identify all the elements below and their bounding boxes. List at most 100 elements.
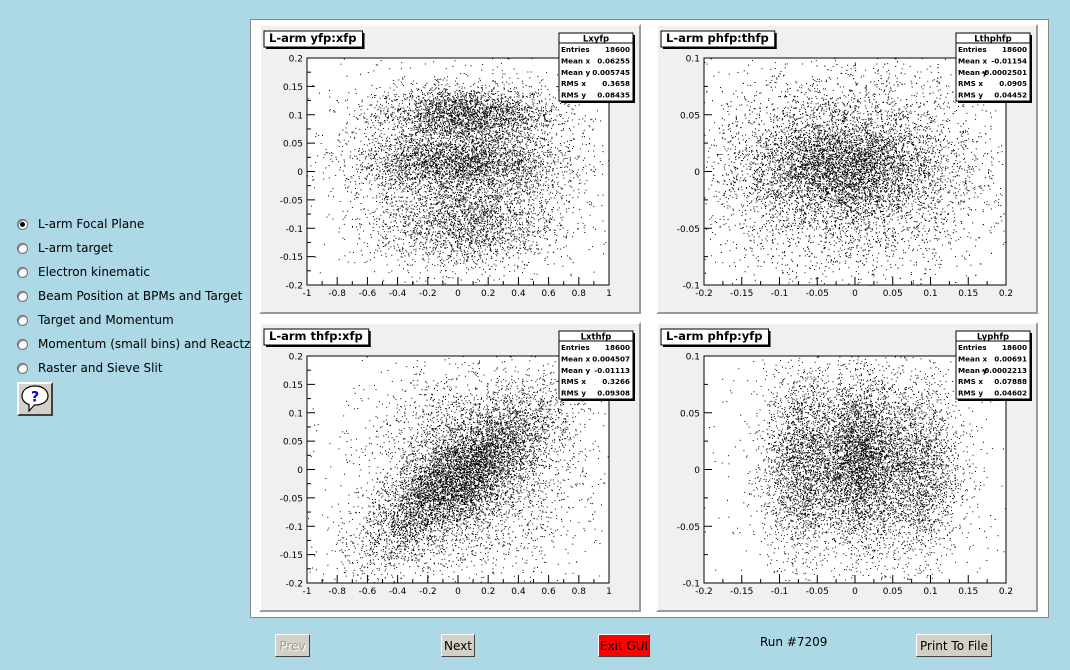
data-point (447, 114, 449, 115)
data-point (469, 138, 471, 140)
radio-button[interactable] (17, 266, 28, 278)
data-point (517, 186, 519, 188)
data-point (567, 166, 569, 168)
data-point (502, 171, 504, 173)
data-point (485, 136, 486, 138)
radio-button[interactable] (17, 338, 28, 350)
data-point (533, 134, 535, 136)
option-momentum-small-bins[interactable]: Momentum (small bins) and Reactz (17, 332, 250, 356)
data-point (468, 108, 470, 110)
data-point (371, 158, 372, 160)
data-point (491, 108, 492, 110)
radio-button[interactable] (17, 314, 28, 326)
data-point (458, 173, 459, 175)
data-point (448, 119, 450, 121)
option-electron-kinematic[interactable]: Electron kinematic (17, 260, 250, 284)
data-point (393, 129, 395, 131)
data-point (408, 147, 410, 149)
data-point (454, 169, 456, 171)
data-point (403, 145, 405, 147)
data-point (542, 170, 544, 172)
data-point (520, 160, 521, 162)
data-point (533, 162, 535, 164)
data-point (451, 115, 453, 117)
data-point (488, 172, 490, 174)
data-point (482, 141, 484, 143)
data-point (521, 158, 522, 160)
option-target-and-momentum[interactable]: Target and Momentum (17, 308, 250, 332)
data-point (429, 158, 431, 160)
data-point (510, 123, 512, 125)
data-point (425, 161, 427, 163)
data-point (439, 111, 441, 112)
data-point (455, 84, 457, 86)
data-point (381, 137, 383, 139)
option-beam-position[interactable]: Beam Position at BPMs and Target (17, 284, 250, 308)
data-point (435, 111, 437, 113)
data-point (387, 116, 389, 118)
data-point (512, 166, 513, 168)
data-point (346, 143, 348, 145)
data-point (426, 164, 428, 166)
data-point (436, 157, 438, 159)
data-point (479, 103, 481, 105)
option-l-arm-target[interactable]: L-arm target (17, 236, 250, 260)
data-point (509, 134, 511, 136)
data-point (502, 153, 504, 155)
data-point (462, 98, 464, 100)
data-point (446, 147, 448, 149)
data-point (504, 96, 506, 98)
data-point (499, 116, 501, 118)
data-point (490, 171, 492, 173)
data-point (525, 116, 527, 118)
data-point (464, 158, 466, 159)
data-point (466, 162, 468, 164)
data-point (490, 207, 492, 209)
radio-button[interactable] (17, 362, 28, 374)
data-point (417, 115, 419, 117)
data-point (405, 174, 407, 176)
option-raster-and-sieve-slit[interactable]: Raster and Sieve Slit (17, 356, 250, 380)
data-point (433, 147, 435, 149)
radio-button-selected[interactable] (17, 218, 28, 230)
help-button[interactable]: ? (17, 382, 53, 416)
data-point (432, 164, 434, 165)
data-point (440, 170, 442, 172)
radio-button[interactable] (17, 242, 28, 254)
data-point (516, 171, 518, 173)
data-point (398, 105, 400, 107)
data-point (323, 157, 325, 159)
data-point (475, 100, 476, 102)
data-point (435, 106, 437, 108)
data-point (469, 101, 471, 102)
data-point (556, 86, 558, 88)
data-point (475, 157, 477, 159)
radio-button[interactable] (17, 290, 28, 302)
data-point (569, 164, 571, 166)
data-point (420, 146, 422, 148)
data-point (487, 161, 489, 163)
data-point (522, 159, 524, 161)
data-point (406, 123, 408, 125)
data-point (507, 102, 509, 104)
data-point (505, 130, 507, 132)
data-point (467, 125, 469, 127)
plot-pad-yfp-xfp[interactable]: -1 -0.8 -0.6 -0.4 -0.2 0 0.2 0.4 0.6 0.8 1 -0.2 -0.1… (259, 24, 641, 314)
data-point (387, 95, 389, 97)
data-point (444, 178, 446, 180)
data-point (386, 162, 388, 164)
data-point (407, 149, 409, 151)
data-point (475, 194, 477, 196)
option-l-arm-focal-plane[interactable]: L-arm Focal Plane (17, 212, 250, 236)
data-point (497, 136, 499, 138)
data-point (578, 183, 580, 185)
data-point (492, 80, 494, 82)
data-point (382, 169, 384, 170)
data-point (531, 170, 533, 172)
data-point (471, 123, 473, 125)
data-point (482, 109, 484, 111)
data-point (370, 119, 372, 121)
data-point (450, 156, 452, 158)
data-point (427, 184, 429, 186)
plot-canvas[interactable]: -1 -0.8 -0.6 -0.4 -0.2 0 0.2 0.4 0.6 0.8 1 -0.2 -0.1… (250, 19, 1049, 618)
